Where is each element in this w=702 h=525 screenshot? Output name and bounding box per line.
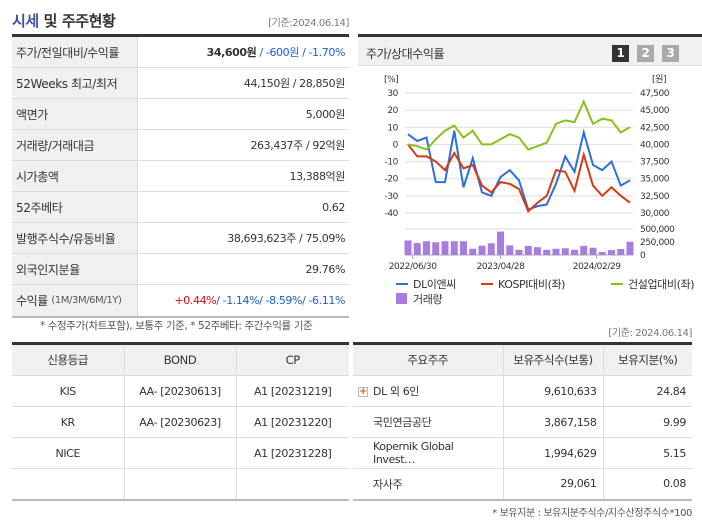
right-tick-label: 40,000	[640, 140, 670, 150]
legend-label: 거래량	[413, 293, 442, 306]
volume-bar	[524, 245, 532, 255]
legend-label: DL이앤씨	[413, 278, 456, 291]
volume-tick-label: 0	[640, 251, 646, 261]
page-1-button[interactable]: 1	[612, 45, 629, 62]
volume-bar	[506, 245, 514, 255]
row-beta: 52주베타 0.62	[12, 192, 349, 223]
volume-bar	[487, 243, 495, 255]
table-row: NICE A1 [20231228]	[12, 437, 349, 469]
legend-swatch	[396, 293, 407, 304]
chart-header: 주가/상대수익률 1 2 3	[358, 34, 702, 66]
left-tick-label: 20	[387, 106, 398, 116]
right-tick-label: 35,000	[640, 175, 670, 185]
row-volume: 거래량/거래대금 263,437주 / 92억원	[12, 130, 349, 161]
volume-bar	[460, 241, 467, 255]
volume-bar	[469, 248, 477, 255]
chart-title: 주가/상대수익률	[366, 47, 445, 61]
x-tick-label: 2023/04/28	[477, 262, 526, 272]
series-line-DL이앤씨	[407, 128, 631, 211]
table-row	[12, 468, 349, 500]
left-tick-label: 30	[387, 89, 398, 99]
volume-bar	[561, 248, 569, 255]
volume-bar	[617, 249, 625, 255]
right-tick-label: 32,500	[640, 192, 670, 202]
price-table: 주가/전일대비/수익률 34,600원 / -600원 / -1.70% 52We…	[12, 34, 349, 318]
volume-bar	[450, 241, 458, 255]
right-tick-label: 42,500	[640, 123, 670, 133]
shareholder-table: 주요주주 보유주식수(보통) 보유지분(%) + DL 외 6인 9,610,633 24…	[353, 342, 692, 501]
section-title: 시세 및 주주현황	[12, 12, 116, 30]
volume-bar	[598, 251, 606, 255]
row-par: 액면가 5,000원	[12, 99, 349, 130]
expand-icon[interactable]: +	[358, 386, 368, 397]
table-row: KR AA- [20230623] A1 [20231220]	[12, 406, 349, 438]
table-row: 자사주 29,061 0.08	[353, 468, 692, 500]
volume-bar	[441, 241, 449, 255]
left-tick-label: -40	[385, 209, 399, 219]
right-tick-label: 47,500	[640, 89, 670, 99]
row-price: 주가/전일대비/수익률 34,600원 / -600원 / -1.70%	[12, 37, 349, 68]
holders-note: * 보유지분 : 보유지분주식수/지수산정주식수*100	[492, 508, 692, 519]
left-unit: [%]	[384, 75, 398, 85]
page-3-button[interactable]: 3	[662, 45, 679, 62]
left-tick-label: 10	[387, 123, 398, 133]
table-row: 국민연금공단 3,867,158 9.99	[353, 406, 692, 438]
volume-bar	[432, 242, 440, 255]
series-line-건설업대비(좌)	[407, 99, 631, 151]
volume-bar	[413, 243, 421, 255]
row-shares: 발행주식수/유동비율 38,693,623주 / 75.09%	[12, 223, 349, 254]
volume-tick-label: 500,000	[640, 225, 675, 235]
volume-bar	[534, 247, 541, 255]
volume-bar	[404, 240, 412, 255]
left-tick-label: -10	[385, 158, 399, 168]
row-52w: 52Weeks 최고/최저 44,150원 / 28,850원	[12, 68, 349, 99]
x-tick-label: 2022/06/30	[389, 262, 438, 272]
row-marketcap: 시가총액 13,388억원	[12, 161, 349, 192]
legend-label: 건설업대비(좌)	[628, 278, 694, 291]
left-tick-label: 0	[393, 140, 399, 150]
volume-bar	[543, 249, 551, 255]
price-note: * 수정주가(차트포함), 보통주 기준, * 52주베타: 주간수익률 기준	[40, 320, 313, 332]
as-of-date: [기준:2024.06.14]	[268, 18, 349, 29]
volume-bar	[626, 241, 634, 255]
legend-label: KOSPI대비(좌)	[498, 278, 565, 291]
right-tick-label: 45,000	[640, 106, 670, 116]
table-row: KIS AA- [20230613] A1 [20231219]	[12, 375, 349, 407]
right-unit: [원]	[652, 74, 666, 85]
volume-bar	[478, 245, 486, 255]
row-returns: 수익률 (1M/3M/6M/1Y) +0.44%/ -1.14%/ -8.59%/…	[12, 285, 349, 316]
volume-bar	[608, 250, 615, 255]
volume-bar	[580, 245, 588, 255]
row-foreign: 외국인지분율 29.76%	[12, 254, 349, 285]
right-tick-label: 30,000	[640, 209, 670, 219]
relative-return-chart: [%] [원] 30 47,500 20 45,000 10 42,500 0 40,000 -10…	[384, 74, 695, 306]
volume-bar	[589, 247, 597, 255]
holders-as-of: [기준: 2024.06.14]	[608, 328, 692, 339]
volume-bar	[497, 231, 504, 255]
x-tick-label: 2024/02/29	[573, 262, 622, 272]
credit-rating-table: 신용등급 BOND CP KIS AA- [20230613] A1 [20231219…	[12, 342, 349, 501]
page-2-button[interactable]: 2	[637, 45, 654, 62]
right-tick-label: 37,500	[640, 158, 670, 168]
volume-bar	[571, 249, 578, 255]
volume-bar	[423, 241, 430, 255]
table-row: + DL 외 6인 9,610,633 24.84	[353, 375, 692, 407]
table-row: Kopernik Global Invest… 1,994,629 5.15	[353, 437, 692, 469]
volume-bar	[552, 248, 560, 255]
volume-bar	[515, 249, 523, 255]
volume-tick-label: 250,000	[640, 238, 675, 248]
series-line-KOSPI대비(좌)	[407, 143, 631, 213]
left-tick-label: -20	[385, 175, 399, 185]
left-tick-label: -30	[385, 192, 399, 202]
